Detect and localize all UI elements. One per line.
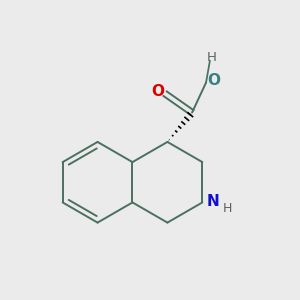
Text: O: O [151,85,164,100]
Text: H: H [223,202,232,215]
Text: O: O [207,74,220,88]
Text: H: H [207,51,217,64]
Text: N: N [206,194,219,209]
